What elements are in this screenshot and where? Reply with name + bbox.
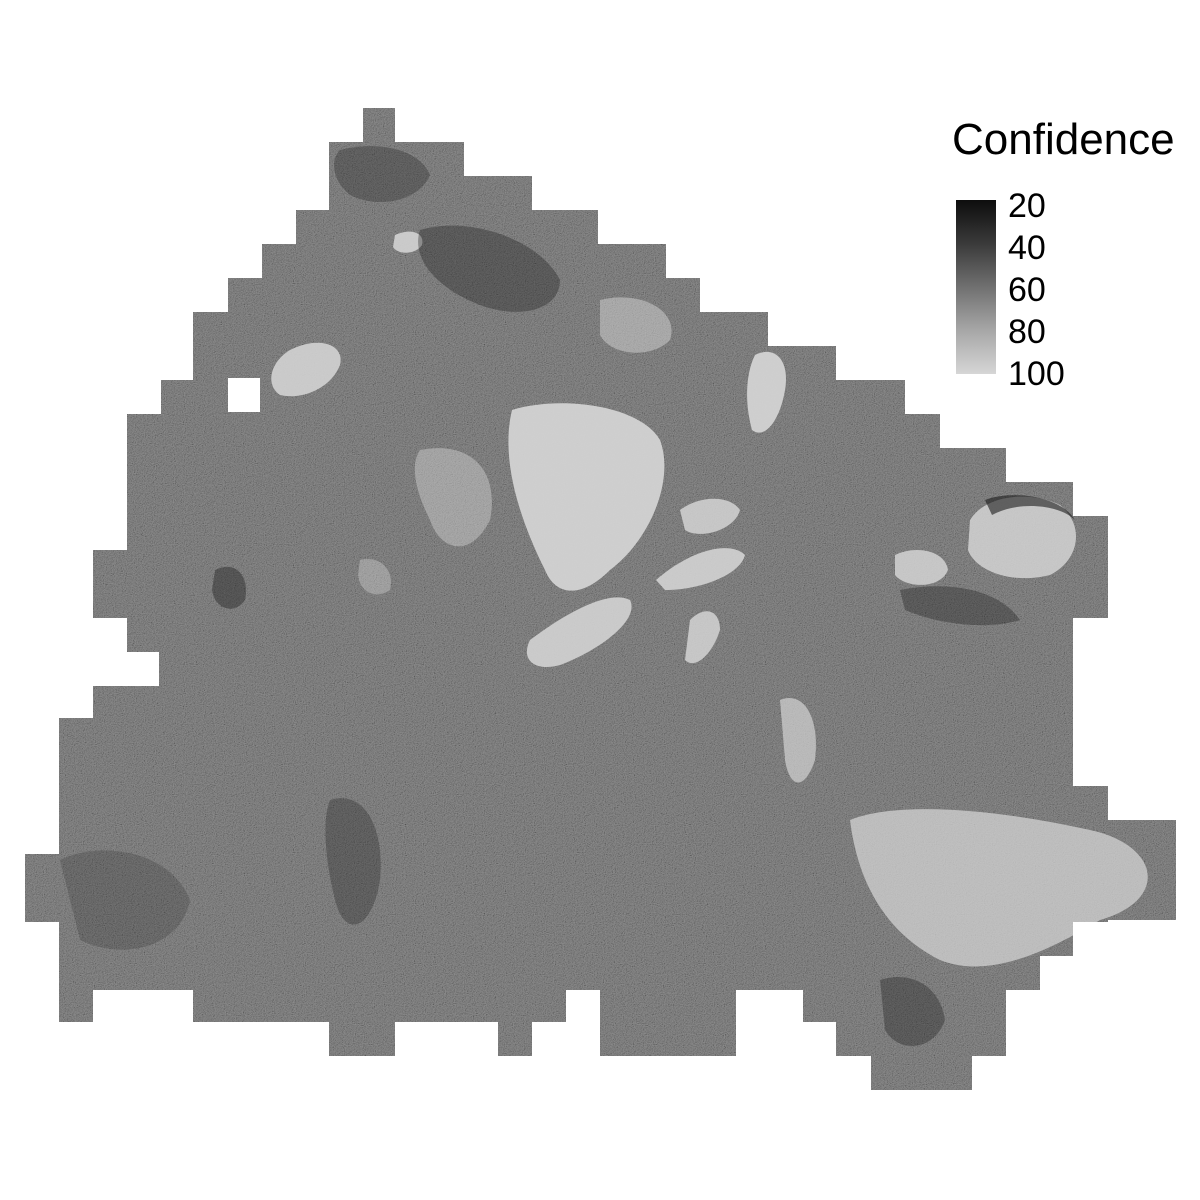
- high-confidence-patch: [780, 698, 816, 783]
- legend-tick-label: 100: [1008, 355, 1065, 393]
- low-confidence-patch: [900, 586, 1020, 626]
- high-confidence-patches: [271, 231, 1148, 967]
- low-confidence-patch: [334, 146, 430, 203]
- high-confidence-patch: [526, 597, 632, 668]
- legend: Confidence 20 40 60 80 100: [950, 112, 1190, 392]
- high-confidence-patch: [968, 496, 1077, 579]
- high-confidence-patch: [747, 351, 786, 433]
- legend-colorbar: [956, 200, 996, 374]
- high-confidence-patch: [271, 342, 341, 397]
- low-confidence-patch: [60, 850, 190, 950]
- high-confidence-patch: [600, 297, 672, 353]
- high-confidence-patch: [656, 548, 745, 590]
- legend-tick-label: 40: [1008, 229, 1046, 267]
- high-confidence-patch: [895, 550, 948, 585]
- high-confidence-patch: [508, 403, 665, 591]
- legend-tick-label: 60: [1008, 271, 1046, 309]
- low-confidence-patch: [985, 495, 1075, 520]
- legend-title: Confidence: [952, 115, 1175, 164]
- low-confidence-patch: [418, 225, 560, 312]
- low-confidence-patch: [880, 976, 945, 1047]
- high-confidence-patch: [358, 559, 391, 595]
- high-confidence-patch: [414, 448, 492, 547]
- low-confidence-patch: [212, 566, 246, 609]
- high-confidence-patch: [685, 611, 720, 664]
- low-confidence-patch: [325, 798, 381, 925]
- high-confidence-patch: [680, 498, 740, 534]
- low-confidence-patches: [60, 146, 1075, 1047]
- legend-tick-label: 20: [1008, 187, 1046, 225]
- nodata-hole: [228, 378, 260, 412]
- high-confidence-patch: [393, 231, 423, 253]
- legend-tick-label: 80: [1008, 313, 1046, 351]
